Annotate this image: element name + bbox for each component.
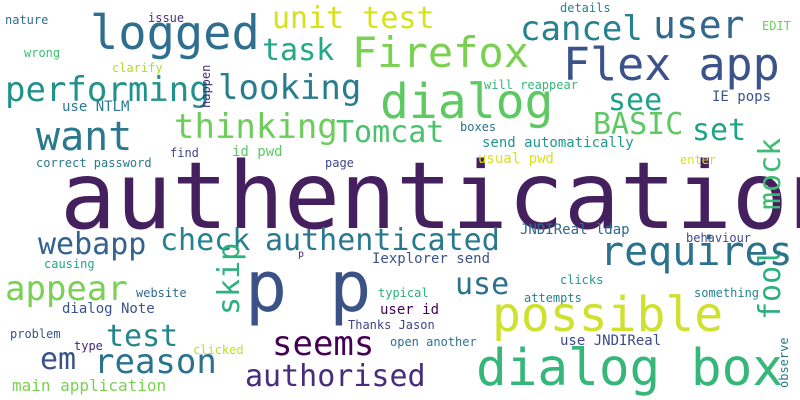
word-id-pwd: id pwd [232, 144, 283, 160]
word-will-reappear: will reappear [484, 78, 578, 92]
word-causing: causing [44, 257, 95, 271]
word-p-p: p p [245, 246, 372, 328]
word-authenticated: authenticated [265, 223, 500, 258]
word-requires: requires [600, 229, 793, 275]
word-website: website [136, 286, 187, 300]
word-something: something [694, 286, 760, 300]
word-behaviour: behaviour [686, 231, 752, 245]
word-user-large: user [653, 3, 745, 47]
word-webapp: webapp [38, 227, 147, 262]
word-thanks-jason: Thanks Jason [348, 318, 435, 332]
word-typical: typical [378, 286, 429, 300]
word-issue: issue [148, 11, 185, 25]
word-clicked: clicked [193, 343, 244, 357]
word-mock: mock [753, 137, 788, 210]
word-open-another: open another [390, 335, 477, 349]
word-set: set [692, 113, 747, 148]
word-unit-test: unit test [272, 1, 435, 36]
word-use-jndireal: use JNDIReal [560, 333, 662, 349]
word-problem: problem [10, 327, 61, 341]
word-iexplorer-send: Iexplorer send [372, 251, 491, 267]
word-clarify: clarify [112, 61, 163, 75]
word-find: find [170, 146, 199, 160]
word-see: see [608, 83, 663, 118]
word-attempts: attempts [524, 291, 582, 305]
word-looking: looking [218, 68, 362, 108]
word-logged: logged [90, 6, 260, 61]
word-basic: BASIC [593, 107, 684, 142]
word-check: check [160, 223, 251, 258]
word-jndireal-ldap: JNDIReal ldap [520, 222, 630, 238]
word-nature: nature [5, 13, 49, 27]
word-usual-pwd: usual pwd [478, 151, 554, 167]
word-user-id: user id [380, 302, 440, 318]
word-thinking: thinking [174, 107, 338, 147]
word-details: details [560, 1, 611, 15]
word-page: page [325, 156, 354, 170]
word-type: type [74, 339, 103, 353]
word-reason: reason [94, 342, 217, 382]
word-possible: possible [492, 287, 724, 343]
word-wrong: wrong [24, 46, 61, 60]
word-observe: observe [777, 337, 791, 388]
word-dialog-note: dialog Note [62, 301, 155, 317]
word-flex-app: Flex app [563, 38, 780, 91]
word-ie-pops: IE pops [712, 89, 772, 105]
word-enter: enter [680, 153, 717, 167]
word-happen: happen [199, 64, 213, 108]
word-main-application: main application [12, 376, 167, 395]
word-send-automatically: send automatically [482, 135, 634, 151]
word-use-ntlm: use NTLM [62, 99, 130, 115]
word-clicks: clicks [560, 273, 604, 287]
word-boxes: boxes [460, 120, 497, 134]
word-authentication: authentication [60, 142, 800, 250]
word-p-small: p [298, 249, 305, 260]
word-authorised: authorised [245, 359, 426, 394]
word-correct-password: correct password [36, 156, 152, 170]
word-want: want [36, 114, 133, 160]
word-cancel: cancel [520, 9, 643, 49]
word-tomcat: Tomcat [336, 115, 445, 150]
word-use-large: use [455, 267, 510, 302]
word-task: task [262, 33, 335, 68]
word-appear: appear [5, 269, 128, 309]
word-test: test [106, 319, 179, 354]
word-edit: EDIT [762, 19, 791, 33]
word-seems: seems [272, 324, 375, 364]
word-skip: skip [212, 242, 247, 315]
word-firefox: Firefox [352, 28, 530, 77]
word-dialog: dialog [380, 74, 554, 130]
word-dialog-box: dialog box [476, 339, 784, 398]
word-performing: performing [5, 70, 210, 110]
word-em: em [40, 342, 77, 377]
